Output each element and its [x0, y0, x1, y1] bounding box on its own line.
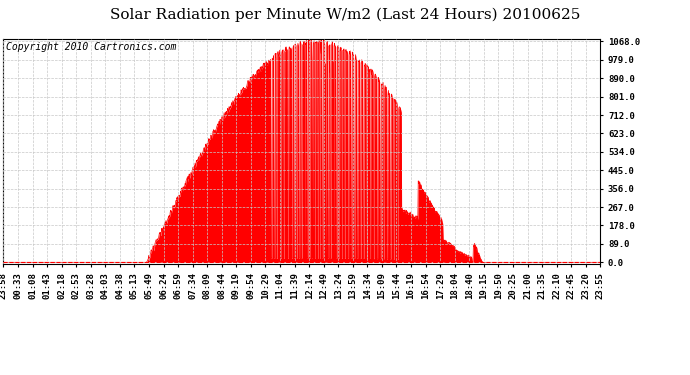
Text: Copyright 2010 Cartronics.com: Copyright 2010 Cartronics.com: [6, 42, 177, 52]
Text: Solar Radiation per Minute W/m2 (Last 24 Hours) 20100625: Solar Radiation per Minute W/m2 (Last 24…: [110, 8, 580, 22]
